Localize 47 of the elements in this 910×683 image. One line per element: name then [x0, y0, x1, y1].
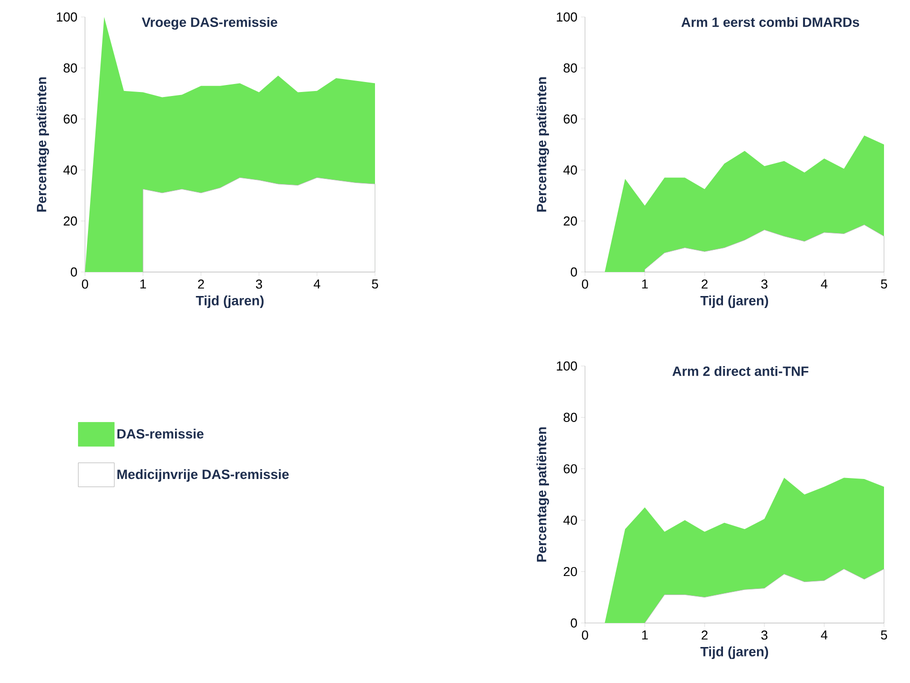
- x-tick-label: 1: [642, 630, 648, 640]
- y-tick-label: 40: [63, 165, 77, 175]
- y-tick-label: 0: [70, 267, 77, 277]
- x-tick-label: 2: [702, 280, 708, 289]
- legend-label: Medicijnvrije DAS-remissie: [117, 469, 289, 482]
- x-tick-label: 3: [761, 630, 768, 640]
- x-tick-label: 4: [820, 630, 828, 640]
- x-tick-label: 5: [880, 630, 888, 640]
- x-tick-label: 5: [372, 280, 378, 289]
- chart-title: Vroege DAS-remissie: [142, 17, 278, 30]
- x-tick-label: 1: [140, 280, 146, 288]
- y-tick-label: 80: [564, 412, 577, 422]
- x-tick-label: 2: [702, 630, 708, 640]
- y-tick-label: 40: [563, 516, 577, 525]
- y-tick-label: 60: [64, 114, 77, 124]
- x-tick-label: 0: [582, 630, 588, 640]
- x-tick-label: 4: [314, 280, 320, 288]
- y-tick-label: 0: [570, 267, 577, 277]
- y-tick-label: 100: [556, 361, 577, 371]
- y-tick-label: 60: [564, 464, 577, 474]
- y-tick-label: 0: [570, 618, 577, 628]
- x-tick-label: 1: [642, 280, 648, 288]
- y-tick-label: 80: [564, 63, 577, 73]
- chart-title: Arm 2 direct anti-TNF: [672, 366, 808, 376]
- x-axis-title: Tijd (jaren): [700, 646, 768, 660]
- x-tick-label: 0: [582, 280, 588, 289]
- y-tick-label: 100: [556, 12, 577, 22]
- y-axis-title: Percentage patiënten: [536, 427, 550, 562]
- chart-title: Arm 1 eerst combi DMARDs: [681, 17, 860, 27]
- x-axis-title: Tijd (jaren): [196, 296, 264, 308]
- y-axis-title: Percentage patiënten: [536, 77, 550, 212]
- x-tick-label: 3: [256, 280, 262, 289]
- x-tick-label: 3: [761, 280, 768, 289]
- y-tick-label: 20: [564, 216, 577, 226]
- x-tick-label: 0: [82, 280, 88, 289]
- x-axis-title: Tijd (jaren): [700, 296, 768, 308]
- y-tick-label: 20: [64, 216, 77, 226]
- y-tick-label: 100: [56, 12, 77, 22]
- x-tick-label: 5: [880, 280, 888, 289]
- x-tick-label: 2: [198, 280, 204, 289]
- legend-label: DAS-remissie: [117, 428, 204, 439]
- y-tick-label: 40: [563, 165, 577, 175]
- y-tick-label: 60: [564, 114, 577, 124]
- x-tick-label: 4: [820, 280, 828, 288]
- y-axis-title: Percentage patiënten: [36, 77, 50, 212]
- y-tick-label: 20: [564, 566, 577, 576]
- y-tick-label: 80: [64, 63, 77, 73]
